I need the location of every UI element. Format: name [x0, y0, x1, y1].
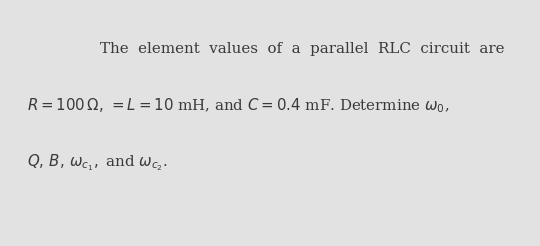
Text: $Q,\, B,\, \omega_{c_1},$ and $\omega_{c_2}$.: $Q,\, B,\, \omega_{c_1},$ and $\omega_{c…: [27, 152, 168, 173]
Text: The  element  values  of  a  parallel  RLC  circuit  are: The element values of a parallel RLC cir…: [100, 42, 505, 56]
Text: $R = 100\,\Omega,\, = L = 10$ mH, and $C = 0.4$ mF. Determine $\omega_0$,: $R = 100\,\Omega,\, = L = 10$ mH, and $C…: [27, 96, 449, 115]
